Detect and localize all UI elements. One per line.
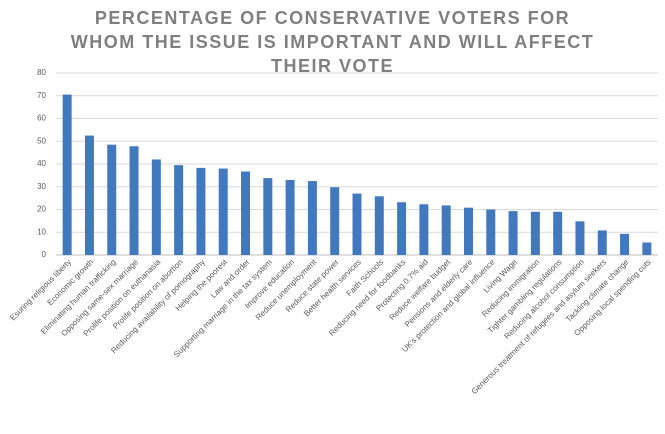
y-tick-label: 60 <box>37 114 46 123</box>
bar <box>196 167 206 255</box>
bar <box>330 187 340 255</box>
bar <box>263 178 273 255</box>
y-tick-label: 30 <box>37 182 46 191</box>
bar <box>374 196 384 255</box>
bar <box>151 159 161 255</box>
y-tick-label: 10 <box>37 227 46 236</box>
bar <box>352 193 362 255</box>
bar <box>397 202 407 255</box>
bar <box>597 230 607 255</box>
bar <box>486 209 496 255</box>
y-tick-label: 0 <box>42 250 47 259</box>
chart-title: PERCENTAGE OF CONSERVATIVE VOTERS FOR WH… <box>70 8 595 76</box>
bar <box>642 242 652 255</box>
y-tick-label: 50 <box>37 136 46 145</box>
y-tick-label: 20 <box>37 205 46 214</box>
bar <box>285 179 295 255</box>
bar <box>530 211 540 255</box>
bar <box>241 171 251 255</box>
bar <box>84 135 94 255</box>
bar <box>174 165 184 255</box>
bar <box>419 204 429 255</box>
bar <box>575 221 585 255</box>
y-tick-label: 40 <box>37 159 46 168</box>
bar <box>508 211 518 255</box>
bar <box>129 146 139 255</box>
y-tick-label: 70 <box>37 91 46 100</box>
bar <box>553 211 563 255</box>
y-tick-label: 80 <box>37 68 46 77</box>
bar <box>441 205 451 255</box>
bar <box>107 144 117 255</box>
bar <box>307 181 317 255</box>
bar <box>620 233 630 255</box>
bar <box>218 168 228 255</box>
bar <box>62 94 72 255</box>
bar <box>463 207 473 255</box>
